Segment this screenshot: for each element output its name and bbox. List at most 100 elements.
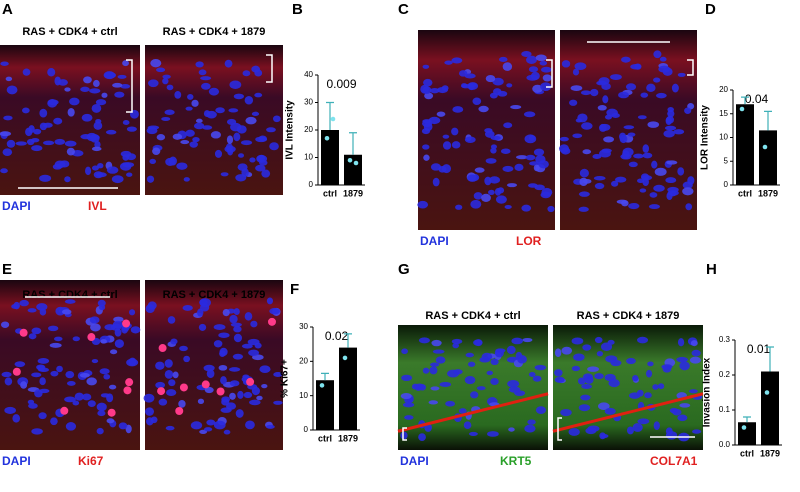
nucleus: [66, 381, 76, 386]
y-tick-label: 0.1: [719, 405, 731, 414]
data-point: [330, 116, 336, 122]
nucleus: [596, 350, 604, 357]
nucleus: [587, 425, 600, 432]
error-bar: [349, 132, 357, 155]
nucleus: [651, 160, 658, 169]
y-tick-label: 10: [304, 153, 313, 162]
nucleus: [401, 348, 408, 355]
nucleus: [191, 99, 199, 107]
nucleus: [170, 338, 178, 345]
nucleus: [254, 92, 263, 98]
nucleus: [200, 76, 212, 81]
nucleus: [560, 408, 572, 417]
nucleus: [111, 175, 124, 184]
nucleus: [601, 148, 612, 153]
nucleus: [28, 333, 37, 340]
nucleus: [38, 367, 50, 373]
nucleus: [451, 127, 459, 136]
bracket: [126, 59, 133, 113]
nucleus: [666, 160, 678, 165]
nucleus: [677, 72, 686, 77]
nucleus: [665, 116, 672, 126]
nucleus: [432, 177, 440, 187]
nucleus: [122, 162, 135, 168]
nucleus: [579, 168, 589, 178]
nucleus: [180, 140, 190, 145]
nucleus: [640, 92, 649, 98]
nucleus: [166, 389, 177, 396]
nucleus: [31, 327, 42, 335]
data-point: [324, 135, 330, 141]
bar: [316, 380, 334, 430]
nucleus: [155, 381, 166, 389]
nucleus: [122, 60, 129, 67]
nucleus: [561, 346, 573, 355]
nucleus: [230, 122, 242, 132]
nucleus: [42, 140, 55, 146]
y-tick-label: 10: [719, 133, 728, 142]
nucleus: [597, 105, 607, 111]
panel-label: F: [290, 281, 299, 298]
nucleus: [104, 71, 116, 79]
nucleus: [266, 127, 276, 133]
nucleus: [628, 161, 638, 168]
nucleus: [690, 340, 698, 347]
x-tick-label: ctrl: [323, 188, 337, 198]
nucleus: [632, 375, 639, 382]
data-point: [741, 425, 747, 430]
nucleus: [54, 160, 66, 169]
nucleus: [204, 386, 214, 394]
nucleus: [685, 203, 693, 211]
nucleus: [592, 153, 602, 160]
nucleus: [72, 336, 80, 342]
panel-label: G: [398, 261, 410, 278]
nucleus: [156, 67, 166, 73]
y-tick-label: 0.0: [719, 440, 731, 449]
nucleus: [476, 386, 486, 391]
nucleus: [103, 373, 111, 380]
nucleus: [671, 83, 679, 93]
bracket: [266, 54, 273, 83]
y-axis-label: IVL Intensity: [285, 100, 296, 160]
nucleus: [464, 73, 476, 79]
nucleus: [451, 141, 461, 149]
ki67-cell: [60, 406, 69, 415]
nucleus: [506, 345, 516, 355]
nucleus: [464, 375, 476, 385]
image-title: RAS + CDK4 + ctrl: [22, 26, 117, 38]
nucleus: [510, 105, 522, 110]
nucleus: [74, 392, 84, 401]
nucleus: [36, 303, 48, 311]
nucleus: [117, 74, 127, 79]
nucleus: [533, 164, 540, 172]
nucleus: [473, 192, 483, 200]
nucleus: [197, 308, 204, 317]
nucleus: [458, 70, 468, 77]
nucleus: [106, 418, 115, 424]
nucleus: [126, 172, 133, 177]
nucleus: [256, 395, 263, 401]
nucleus: [172, 371, 179, 379]
nucleus: [31, 372, 42, 378]
nucleus: [221, 398, 230, 406]
stain-label: COL7A1: [650, 454, 698, 468]
nucleus: [176, 162, 188, 170]
nucleus: [187, 93, 194, 100]
nucleus: [31, 145, 43, 152]
nucleus: [661, 364, 673, 370]
nucleus: [636, 389, 644, 397]
nucleus: [164, 369, 174, 379]
nucleus: [508, 427, 515, 432]
nucleus: [237, 153, 245, 158]
nucleus: [220, 172, 229, 177]
nucleus: [4, 377, 13, 386]
nucleus: [93, 171, 103, 179]
p-value: 0.04: [745, 92, 769, 106]
image-title: RAS + CDK4 + ctrl: [425, 310, 520, 322]
nucleus: [37, 357, 50, 364]
stain-label: DAPI: [420, 234, 449, 248]
y-tick-label: 0: [724, 180, 729, 189]
nucleus: [554, 348, 562, 357]
nucleus: [538, 160, 549, 169]
nucleus: [547, 205, 555, 213]
